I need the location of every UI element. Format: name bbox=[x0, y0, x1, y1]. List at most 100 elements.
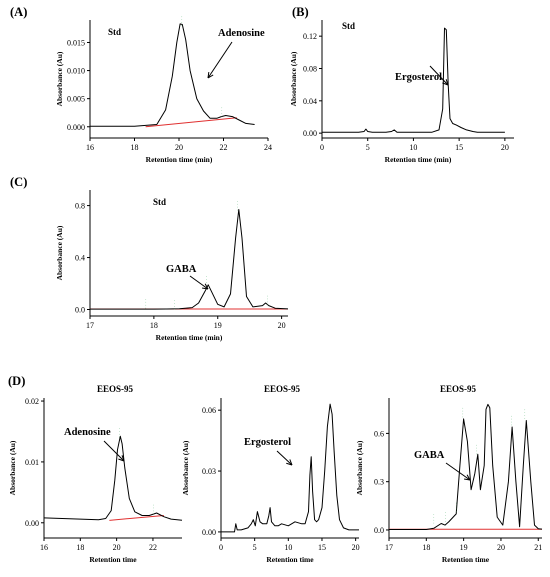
compound-annotation: Ergosterol bbox=[244, 437, 291, 448]
y-tick-label: 0.4 bbox=[75, 254, 85, 263]
peak-marker-tag: · · · · bbox=[475, 444, 480, 455]
y-axis-title: Absorbance (Au) bbox=[55, 51, 64, 106]
chromatogram-trace bbox=[90, 23, 255, 127]
peak-marker-tag: · · · · bbox=[118, 427, 123, 438]
y-tick-label: 0.6 bbox=[374, 429, 384, 438]
x-tick-label: 22 bbox=[149, 543, 157, 552]
y-axis-title: Absorbance (Au) bbox=[181, 440, 190, 495]
x-axis-title: Retention time bbox=[442, 555, 490, 564]
annotation-arrow bbox=[189, 275, 209, 290]
chromatogram-trace bbox=[221, 403, 359, 533]
x-axis-title: Retention time (min) bbox=[385, 155, 452, 164]
x-tick-label: 18 bbox=[422, 543, 430, 552]
peak-marker-tag: · · · · bbox=[433, 513, 438, 524]
integration-baseline bbox=[145, 117, 237, 128]
chart-subtitle: Std bbox=[342, 21, 355, 31]
chromatogram-trace bbox=[90, 209, 289, 310]
peak-marker-tag: · · · · bbox=[152, 504, 157, 515]
y-tick-label: 0.000 bbox=[67, 123, 85, 132]
x-tick-label: 20 bbox=[352, 543, 360, 552]
panel-label-b: (B) bbox=[292, 5, 309, 19]
x-tick-label: 20 bbox=[113, 543, 121, 552]
annotation-arrow bbox=[276, 450, 293, 466]
compound-annotation: Adenosine bbox=[64, 427, 111, 438]
x-tick-label: 21 bbox=[534, 543, 542, 552]
y-axis-title: Absorbance (Au) bbox=[55, 225, 64, 280]
panel-label-a: (A) bbox=[10, 5, 27, 19]
annotation-arrow bbox=[429, 65, 449, 86]
compound-annotation: Ergosterol bbox=[395, 72, 442, 83]
integration-baseline bbox=[109, 514, 164, 521]
chart-subtitle: Std bbox=[153, 197, 166, 207]
peak-marker-tag: · · · · bbox=[523, 409, 528, 420]
x-axis-title: Retention time bbox=[89, 555, 137, 564]
peak-marker-tag: · · · · bbox=[444, 512, 449, 523]
x-tick-label: 20 bbox=[175, 143, 183, 152]
y-tick-label: 0.08 bbox=[303, 64, 317, 73]
annotation-arrowhead bbox=[207, 71, 214, 79]
x-tick-label: 0 bbox=[320, 143, 324, 152]
x-tick-label: 5 bbox=[366, 143, 370, 152]
y-tick-label: 0.00 bbox=[303, 129, 317, 138]
annotation-arrow bbox=[445, 462, 471, 481]
y-tick-label: 0.005 bbox=[67, 95, 85, 104]
peak-marker-tag: · · · · bbox=[461, 407, 466, 418]
x-tick-label: 15 bbox=[455, 143, 463, 152]
annotation-arrowhead bbox=[118, 455, 125, 462]
y-tick-label: 0.0 bbox=[374, 526, 384, 535]
annotation-arrowhead bbox=[286, 459, 293, 466]
y-axis-title: Absorbance (Au) bbox=[8, 440, 17, 495]
x-tick-label: 18 bbox=[150, 321, 158, 330]
panel-label-d: (D) bbox=[8, 374, 25, 388]
chart-d1: 16 18 20 22 0.00 0.01 0.02 Retention time Absorb… bbox=[8, 384, 183, 564]
peak-marker-tag: · · · · bbox=[510, 415, 515, 426]
chart-subtitle: EEOS-95 bbox=[440, 384, 477, 394]
panel-label-c: (C) bbox=[10, 175, 27, 189]
compound-annotation: GABA bbox=[166, 264, 197, 275]
x-tick-label: 16 bbox=[86, 143, 94, 152]
x-tick-label: 17 bbox=[86, 321, 94, 330]
y-tick-label: 0.06 bbox=[202, 406, 216, 415]
chart-subtitle: Std bbox=[108, 27, 121, 37]
peak-marker-tag: · · · · bbox=[144, 298, 149, 309]
peak-marker-tag: · · · · bbox=[180, 16, 185, 27]
peak-marker-tag: · · · · bbox=[266, 295, 271, 306]
x-tick-label: 19 bbox=[214, 321, 222, 330]
x-tick-label: 18 bbox=[76, 543, 84, 552]
y-tick-label: 0.010 bbox=[67, 67, 85, 76]
y-tick-label: 0.3 bbox=[374, 478, 384, 487]
x-tick-label: 5 bbox=[253, 543, 257, 552]
y-tick-label: 0.04 bbox=[303, 97, 317, 106]
chart-d2: 0 5 10 15 20 0.00 0.03 0.06 Retention time Absorb… bbox=[181, 384, 360, 564]
annotation-arrowhead bbox=[464, 474, 471, 481]
y-tick-label: 0.01 bbox=[25, 458, 39, 467]
y-tick-label: 0.8 bbox=[75, 202, 85, 211]
chromatogram-trace bbox=[43, 435, 183, 521]
annotation-arrowhead bbox=[202, 283, 209, 290]
x-tick-label: 10 bbox=[284, 543, 292, 552]
chart-a: 16 18 20 22 24 0.000 0.005 0.010 0.015 Retention … bbox=[55, 16, 272, 164]
chart-subtitle: EEOS-95 bbox=[97, 384, 134, 394]
y-tick-label: 0.00 bbox=[25, 519, 39, 528]
y-tick-label: 0.00 bbox=[202, 528, 216, 537]
y-axis-title: Absorbance (Au) bbox=[355, 440, 364, 495]
x-tick-label: 15 bbox=[318, 543, 326, 552]
x-axis-title: Retention time (min) bbox=[156, 333, 223, 342]
peak-marker-tag: · · · · bbox=[455, 502, 460, 513]
annotation-arrow bbox=[103, 440, 125, 462]
peak-marker-tag: · · · · bbox=[221, 107, 226, 118]
x-tick-label: 18 bbox=[131, 143, 139, 152]
x-tick-label: 16 bbox=[40, 543, 48, 552]
peak-marker-tag: · · · · bbox=[173, 299, 178, 310]
annotation-arrow bbox=[207, 41, 233, 79]
x-tick-label: 22 bbox=[220, 143, 228, 152]
annotation-arrowhead bbox=[442, 79, 449, 86]
y-tick-label: 0.0 bbox=[75, 306, 85, 315]
chromatogram-trace bbox=[389, 403, 543, 530]
y-tick-label: 0.12 bbox=[303, 32, 317, 41]
chromatogram-trace bbox=[322, 27, 505, 133]
x-axis-title: Retention time (min) bbox=[146, 155, 213, 164]
chart-subtitle: EEOS-95 bbox=[264, 384, 301, 394]
x-tick-label: 19 bbox=[460, 543, 468, 552]
peak-marker-tag: · · · · bbox=[205, 275, 210, 286]
